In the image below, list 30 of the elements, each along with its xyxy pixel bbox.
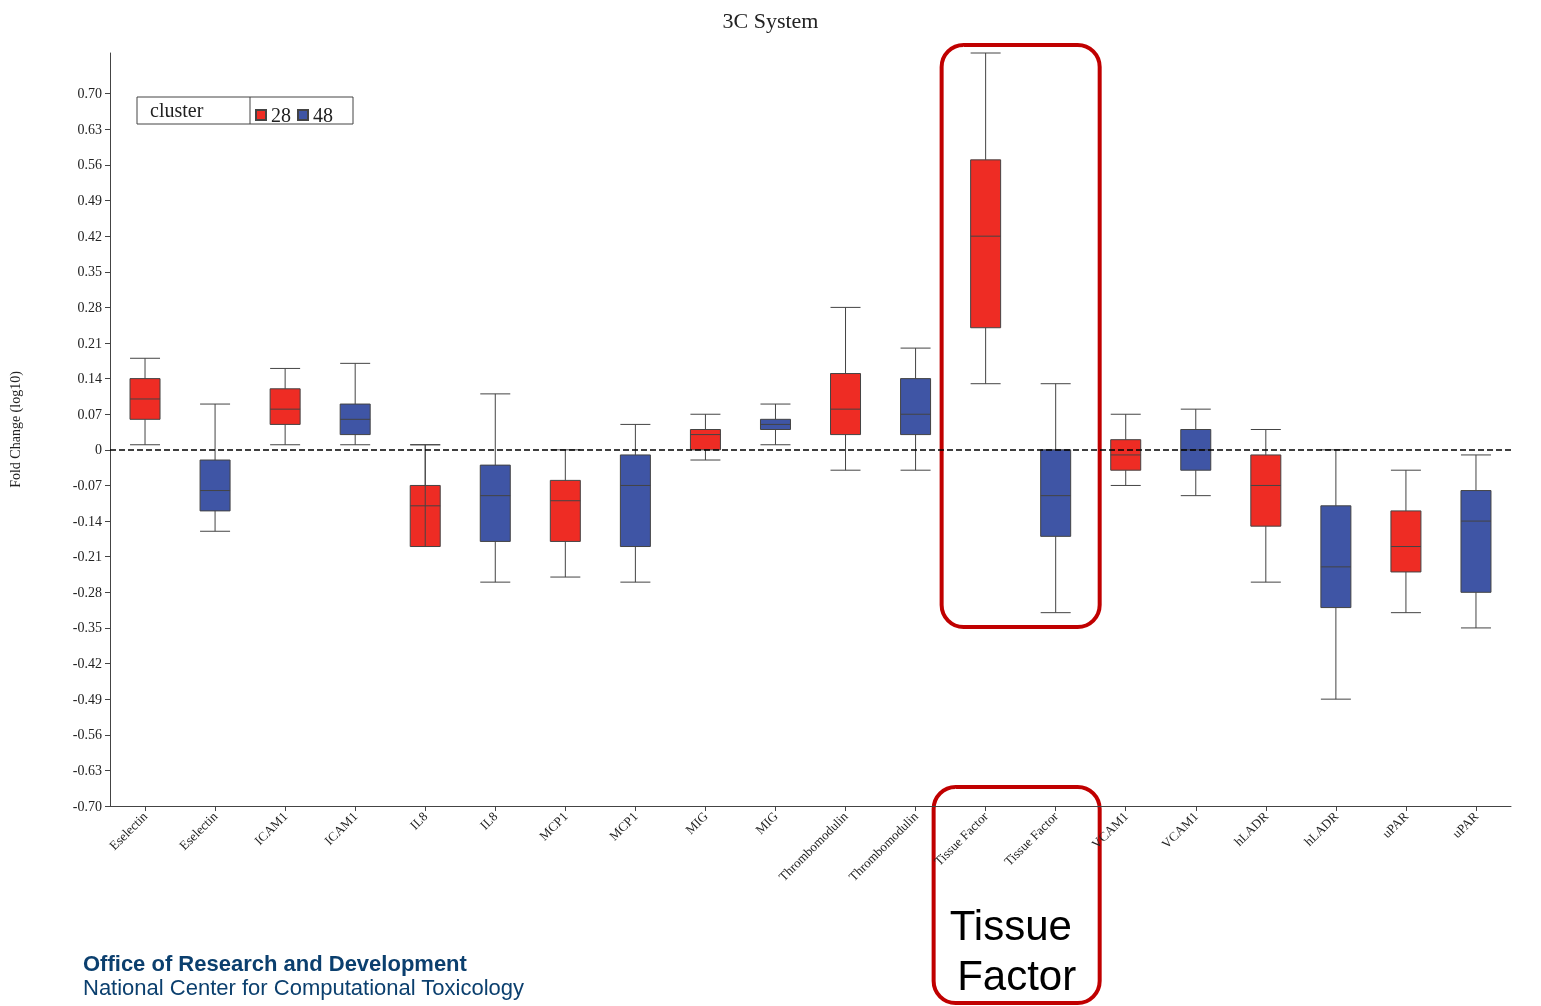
y-tick-label: 0.56 (77, 157, 102, 173)
legend-title: cluster (150, 99, 204, 121)
y-tick-label: 0.49 (77, 193, 102, 209)
y-tick-label: -0.70 (72, 798, 102, 814)
y-tick-label: -0.42 (72, 656, 102, 672)
x-tick-label: IL8 (406, 808, 431, 833)
y-tick-label: -0.21 (72, 549, 102, 565)
text: Office of Research and Development (83, 950, 468, 976)
y-tick-label: 0.63 (77, 121, 102, 137)
y-tick-label: -0.28 (72, 584, 102, 600)
y-tick-label: -0.07 (72, 477, 102, 493)
y-tick-label: 0.35 (77, 264, 102, 280)
chart-title: 3C System (722, 7, 819, 33)
x-tick-label: IL8 (476, 808, 501, 833)
y-tick-label: -0.56 (72, 727, 102, 743)
y-tick-label: 0.21 (77, 335, 102, 351)
y-tick-label: 0 (95, 442, 102, 458)
y-tick-label: -0.49 (72, 691, 102, 707)
y-axis-title: Fold Change (log10) (7, 370, 24, 488)
y-tick-label: 0.07 (77, 406, 102, 422)
legend-label: 48 (313, 104, 333, 126)
text: Tissue Factor (949, 901, 1084, 999)
y-tick-label: -0.63 (72, 762, 102, 778)
y-tick-label: 0.70 (77, 86, 102, 102)
y-tick-label: 0.14 (77, 371, 102, 387)
y-tick-label: 0.28 (77, 299, 102, 315)
y-tick-label: 0.42 (77, 228, 102, 244)
legend-label: 28 (271, 104, 291, 126)
y-tick-label: -0.14 (72, 513, 102, 529)
y-tick-label: -0.35 (72, 620, 102, 636)
